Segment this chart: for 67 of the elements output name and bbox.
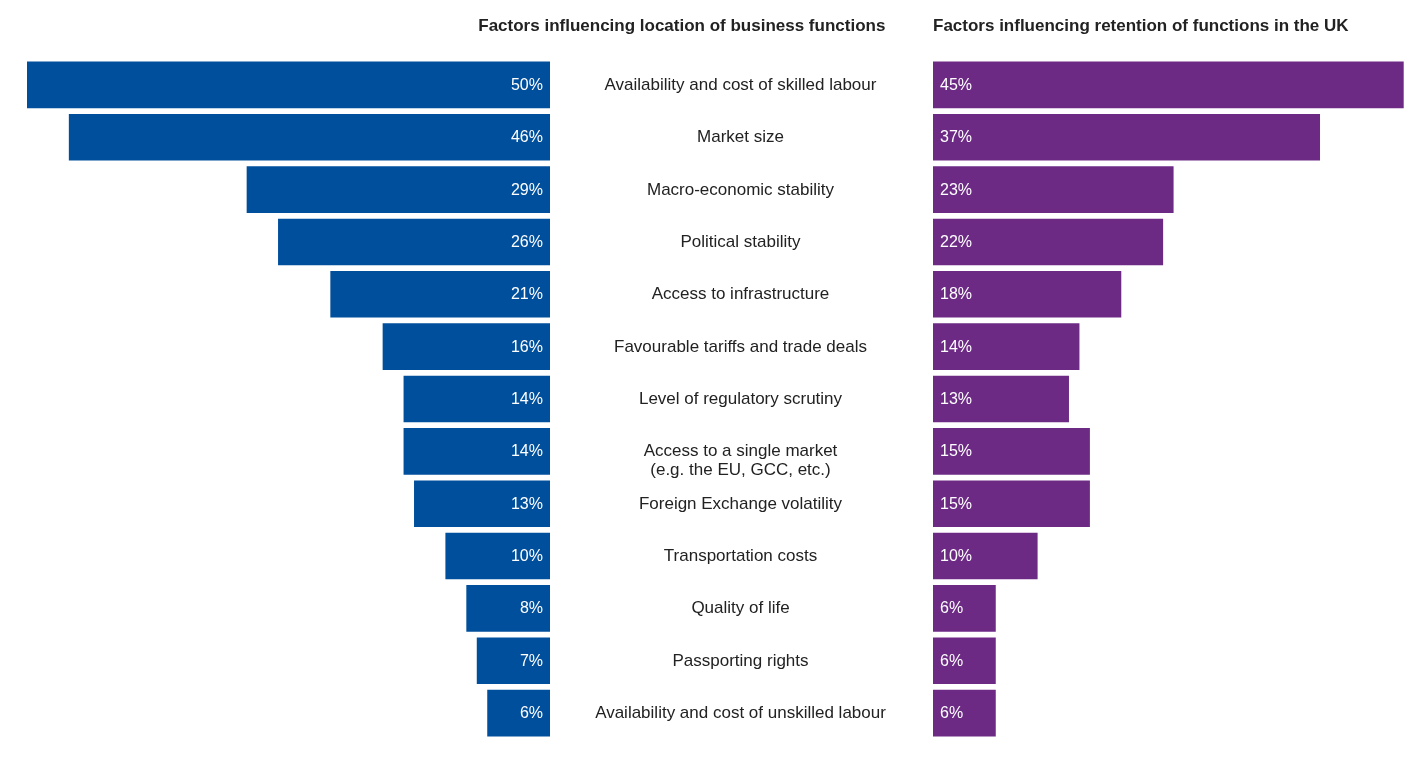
bar — [476, 637, 550, 685]
bar — [933, 689, 996, 737]
bar — [933, 271, 1122, 318]
y-tick-label: Quality of life — [691, 598, 790, 618]
y-tick-label: Passporting rights — [672, 650, 809, 670]
bar — [933, 532, 1038, 580]
data-label: 13% — [940, 390, 973, 407]
y-tick-label: Macro-economic stability — [646, 179, 835, 199]
data-label: 6% — [940, 704, 964, 722]
y-tick-label: Level of regulatory scrutiny — [638, 389, 843, 408]
y-tick-label: Foreign Exchange volatility — [638, 493, 843, 513]
y-tick-label: Political stability — [680, 231, 801, 251]
data-label: 13% — [510, 494, 543, 512]
y-tick-label: Market size — [697, 127, 784, 147]
bar — [933, 113, 1321, 161]
chart-title: Factors influencing retention of functions in the UK — [933, 16, 1350, 35]
data-label: 23% — [940, 180, 973, 198]
bar — [933, 323, 1080, 370]
data-label: 46% — [510, 128, 543, 146]
data-label: 6% — [940, 651, 964, 669]
bar — [330, 271, 550, 318]
bar — [933, 218, 1164, 266]
data-label: 18% — [940, 285, 973, 303]
data-label: 7% — [519, 651, 543, 669]
data-label: 16% — [510, 337, 543, 355]
bar — [933, 61, 1404, 109]
bar — [27, 61, 550, 109]
bar — [466, 585, 550, 632]
y-tick-label: Availability and cost of unskilled labour — [595, 703, 887, 723]
data-label: 14% — [510, 390, 543, 407]
bar — [403, 428, 550, 475]
y-tick-label: Access to a single market (e.g. the EU, GCC, etc.) — [643, 441, 838, 480]
data-label: 10% — [510, 547, 543, 565]
data-label: 10% — [940, 547, 973, 565]
bar — [933, 166, 1174, 213]
bar — [403, 375, 550, 423]
bar — [933, 637, 996, 685]
bar — [68, 113, 550, 161]
data-label: 6% — [940, 599, 964, 617]
data-label: 21% — [510, 285, 543, 303]
bar — [933, 585, 996, 632]
data-label: 22% — [940, 232, 973, 250]
y-tick-label: Availability and cost of skilled labour — [604, 74, 877, 94]
bar — [487, 689, 550, 737]
text: Factors influencing location of business functions — [478, 16, 886, 35]
data-label: 26% — [510, 232, 543, 250]
bar — [933, 375, 1069, 423]
bar — [246, 166, 550, 213]
data-label: 6% — [519, 704, 543, 722]
data-label: 15% — [940, 494, 973, 512]
y-tick-label: Favourable tariffs and trade deals — [614, 336, 867, 356]
data-label: 50% — [510, 75, 543, 93]
bar — [933, 480, 1090, 527]
bar — [445, 532, 550, 580]
data-label: 14% — [510, 442, 543, 460]
data-label: 45% — [940, 75, 973, 93]
data-label: 8% — [519, 599, 543, 617]
y-tick-label: Transportation costs — [663, 546, 818, 566]
bar — [382, 323, 550, 370]
bar — [933, 428, 1090, 475]
data-label: 15% — [940, 442, 973, 460]
bar — [414, 480, 550, 527]
data-label: 37% — [940, 128, 973, 146]
data-label: 29% — [510, 180, 543, 198]
data-label: 14% — [940, 337, 973, 355]
y-tick-label: Access to infrastructure — [651, 284, 830, 304]
bar — [278, 218, 550, 266]
